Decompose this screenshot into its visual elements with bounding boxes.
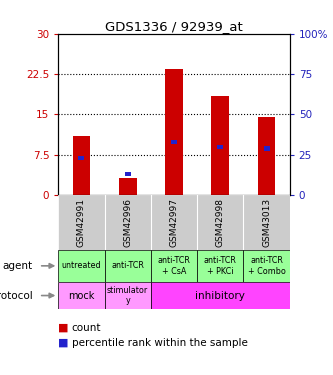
- Text: stimulator
y: stimulator y: [107, 286, 148, 305]
- Bar: [197, 195, 243, 250]
- Bar: [171, 140, 177, 144]
- Bar: [105, 250, 151, 282]
- Text: protocol: protocol: [0, 291, 33, 300]
- Bar: [58, 282, 105, 309]
- Text: GSM42997: GSM42997: [169, 198, 178, 247]
- Text: GSM42991: GSM42991: [77, 198, 86, 247]
- Bar: [58, 250, 105, 282]
- Text: GSM42998: GSM42998: [216, 198, 225, 247]
- Text: inhibitory: inhibitory: [195, 291, 245, 300]
- Bar: [73, 136, 90, 195]
- Bar: [243, 195, 290, 250]
- Bar: [151, 195, 197, 250]
- Text: GSM42996: GSM42996: [123, 198, 132, 247]
- Bar: [197, 250, 243, 282]
- Bar: [78, 156, 85, 160]
- Bar: [211, 96, 229, 195]
- Text: GSM43013: GSM43013: [262, 198, 271, 247]
- Text: agent: agent: [3, 261, 33, 271]
- Bar: [243, 250, 290, 282]
- Bar: [258, 117, 275, 195]
- Bar: [105, 195, 151, 250]
- Bar: [58, 195, 105, 250]
- Bar: [119, 178, 137, 195]
- Bar: [217, 145, 223, 149]
- Title: GDS1336 / 92939_at: GDS1336 / 92939_at: [105, 20, 243, 33]
- Text: untreated: untreated: [62, 261, 101, 270]
- Text: ■: ■: [58, 323, 69, 333]
- Text: anti-TCR
+ Combo: anti-TCR + Combo: [248, 256, 285, 276]
- Text: anti-TCR
+ PKCi: anti-TCR + PKCi: [204, 256, 237, 276]
- Text: anti-TCR
+ CsA: anti-TCR + CsA: [158, 256, 190, 276]
- Bar: [125, 172, 131, 176]
- Bar: [263, 146, 270, 150]
- Text: mock: mock: [68, 291, 95, 300]
- Text: anti-TCR: anti-TCR: [111, 261, 144, 270]
- Bar: [165, 69, 183, 195]
- Text: ■: ■: [58, 338, 69, 348]
- Bar: [151, 250, 197, 282]
- Text: count: count: [72, 323, 101, 333]
- Bar: [105, 282, 151, 309]
- Bar: [151, 282, 290, 309]
- Text: percentile rank within the sample: percentile rank within the sample: [72, 338, 247, 348]
